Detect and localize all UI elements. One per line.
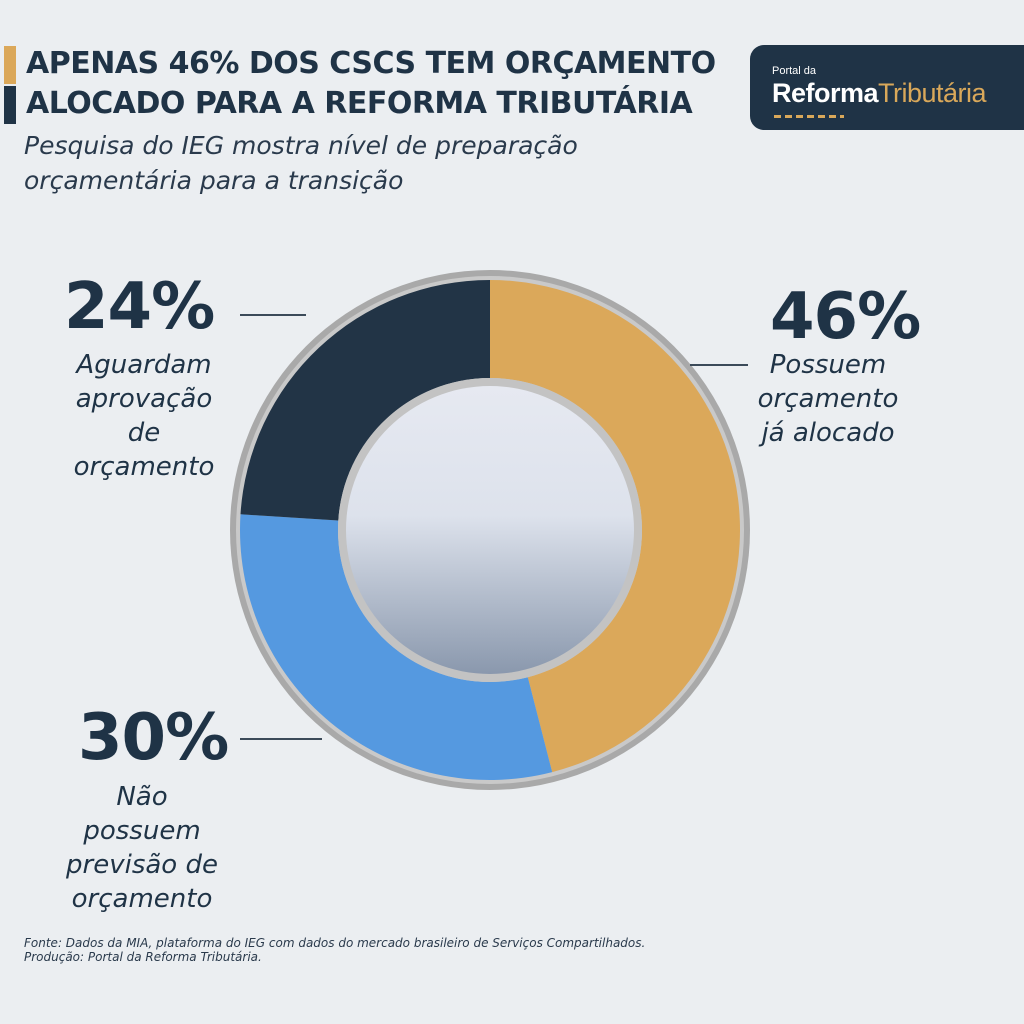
title-block: APENAS 46% DOS CSCS TEM ORÇAMENTO ALOCAD… bbox=[4, 44, 716, 124]
leader-line-46 bbox=[690, 364, 748, 366]
production-note: Produção: Portal da Reforma Tributária. bbox=[24, 950, 262, 964]
title-text-1: APENAS 46% DOS CSCS TEM ORÇAMENTO bbox=[26, 46, 716, 81]
subtitle-line-1: Pesquisa do IEG mostra nível de preparaç… bbox=[24, 131, 578, 160]
logo-light-word: Tributária bbox=[878, 78, 987, 108]
title-accent-bar-gold bbox=[4, 46, 16, 84]
donut-slice-24 bbox=[240, 280, 490, 521]
segment-label-line: aprovação bbox=[75, 384, 213, 414]
logo-main-text: ReformaTributária bbox=[772, 78, 987, 109]
segment-label-46: Possuem orçamento já alocado bbox=[728, 348, 928, 450]
segment-label-line: orçamento bbox=[73, 452, 215, 482]
segment-label-line: de bbox=[127, 418, 161, 448]
segment-label-line: possuem bbox=[83, 816, 201, 846]
segment-label-line: orçamento bbox=[71, 884, 213, 914]
subtitle-line-2: orçamentária para a transição bbox=[24, 166, 404, 195]
segment-label-line: orçamento bbox=[757, 384, 899, 414]
title-accent-bar-navy bbox=[4, 86, 16, 124]
segment-label-line: Não bbox=[116, 782, 168, 812]
portal-logo: Portal da ReformaTributária bbox=[750, 45, 1024, 130]
value-label-30: 30% bbox=[78, 701, 229, 775]
donut-center bbox=[346, 386, 634, 674]
donut-slices bbox=[240, 280, 741, 780]
leader-line-30 bbox=[240, 738, 322, 740]
logo-small-text: Portal da bbox=[772, 65, 817, 77]
title-line-2: ALOCADO PARA A REFORMA TRIBUTÁRIA bbox=[4, 84, 716, 124]
donut-slice-46 bbox=[490, 280, 741, 773]
footer: Fonte: Dados da MIA, plataforma do IEG c… bbox=[24, 936, 645, 964]
leader-line-24 bbox=[240, 314, 306, 316]
segment-label-line: previsão de bbox=[66, 850, 218, 880]
segment-label-line: já alocado bbox=[761, 418, 895, 448]
value-label-24: 24% bbox=[64, 270, 215, 344]
segment-label-line: Aguardam bbox=[76, 350, 212, 380]
segment-label-30: Não possuem previsão de orçamento bbox=[42, 780, 242, 916]
source-note: Fonte: Dados da MIA, plataforma do IEG c… bbox=[24, 936, 646, 950]
segment-label-line: Possuem bbox=[769, 350, 887, 380]
logo-bold-word: Reforma bbox=[772, 78, 879, 108]
title-text-2: ALOCADO PARA A REFORMA TRIBUTÁRIA bbox=[26, 86, 693, 121]
title-line-1: APENAS 46% DOS CSCS TEM ORÇAMENTO bbox=[4, 44, 716, 84]
subtitle: Pesquisa do IEG mostra nível de preparaç… bbox=[24, 128, 724, 198]
logo-dots bbox=[774, 115, 844, 118]
value-label-46: 46% bbox=[770, 280, 921, 354]
segment-label-24: Aguardam aprovação de orçamento bbox=[44, 348, 244, 484]
donut-slice-30 bbox=[240, 514, 553, 780]
